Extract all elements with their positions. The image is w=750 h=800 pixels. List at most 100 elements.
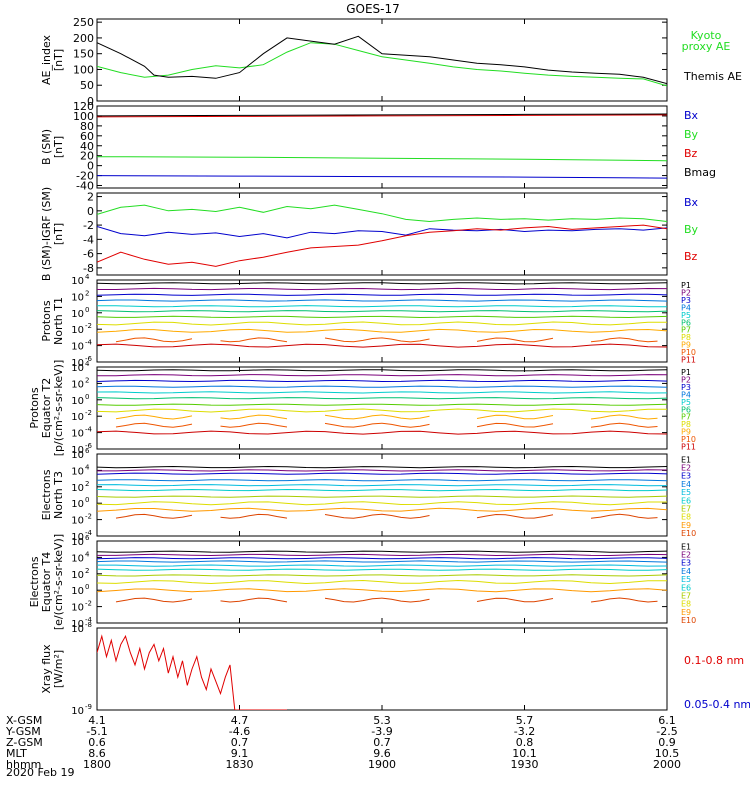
y-tick-label: 10 bbox=[71, 516, 84, 527]
channel-line-e3 bbox=[97, 472, 667, 475]
x-axis-value: -3.9 bbox=[371, 725, 392, 738]
legend-p10: P10 bbox=[681, 348, 696, 357]
channel-line-p11 bbox=[97, 343, 667, 348]
y-tick-label: 10 bbox=[71, 483, 84, 494]
channel-line-p4 bbox=[97, 385, 667, 388]
legend-p1: P1 bbox=[681, 281, 691, 290]
x-axis-value: 0.6 bbox=[88, 736, 106, 749]
channel-line-p9 bbox=[590, 414, 658, 420]
series-line-themis-ae bbox=[97, 35, 667, 85]
channel-line-p10 bbox=[115, 422, 193, 428]
legend-p7: P7 bbox=[681, 326, 691, 335]
y-tick-exponent: -4 bbox=[85, 616, 93, 624]
legend-p11: P11 bbox=[681, 443, 696, 452]
y-tick-label: 0 bbox=[87, 95, 94, 108]
y-tick-label: 250 bbox=[73, 16, 94, 29]
y-tick-label: 120 bbox=[73, 100, 94, 113]
channel-line-e7 bbox=[97, 495, 667, 498]
y-tick-label: 10 bbox=[71, 445, 84, 456]
channel-line-e10 bbox=[220, 597, 288, 603]
y-axis-label: North T3 bbox=[52, 471, 65, 519]
channel-line-e2 bbox=[97, 469, 667, 472]
channel-line-p9 bbox=[220, 414, 288, 420]
x-axis-value: 4.1 bbox=[88, 714, 106, 727]
series-line-by bbox=[97, 204, 667, 223]
panel-frame bbox=[96, 366, 668, 450]
y-tick-label: -6 bbox=[83, 248, 94, 261]
channel-line-e10 bbox=[324, 597, 430, 603]
x-axis-row-label: X-GSM bbox=[6, 714, 42, 727]
legend-p5: P5 bbox=[681, 398, 691, 407]
x-axis-value: 1900 bbox=[368, 758, 396, 771]
x-axis-value: 0.9 bbox=[658, 736, 676, 749]
channel-line-p6 bbox=[97, 310, 667, 313]
legend-entry: By bbox=[684, 223, 699, 236]
y-axis-label: Protons bbox=[40, 300, 53, 341]
legend-p4: P4 bbox=[681, 303, 691, 312]
channel-line-p1 bbox=[97, 282, 667, 285]
y-tick-label: 50 bbox=[80, 79, 94, 92]
legend-p7: P7 bbox=[681, 413, 691, 422]
series-line-bx bbox=[97, 226, 667, 239]
plot-area bbox=[97, 282, 667, 348]
y-tick-exponent: 4 bbox=[85, 463, 90, 471]
y-axis-label: Electrons bbox=[28, 556, 41, 607]
channel-line-e9 bbox=[97, 588, 667, 593]
channel-line-p10 bbox=[220, 422, 288, 428]
y-tick-label: 10 bbox=[71, 570, 84, 581]
y-tick-exponent: -9 bbox=[85, 703, 92, 711]
x-axis-value: 4.7 bbox=[231, 714, 249, 727]
y-tick-label: 10 bbox=[71, 363, 84, 374]
channel-line-e5 bbox=[97, 484, 667, 487]
legend-entry: Bz bbox=[684, 147, 698, 160]
y-tick-label: 10 bbox=[71, 325, 84, 336]
channel-line-e10 bbox=[115, 597, 193, 603]
y-tick-label: 10 bbox=[71, 358, 84, 369]
y-tick-exponent: 6 bbox=[85, 534, 90, 542]
channel-line-p9 bbox=[324, 414, 430, 420]
legend-e4: E4 bbox=[681, 567, 691, 576]
y-tick-exponent: -2 bbox=[85, 322, 92, 330]
legend-p2: P2 bbox=[681, 375, 691, 384]
legend-entry: Bx bbox=[684, 196, 699, 209]
legend-e8: E8 bbox=[681, 513, 691, 522]
x-axis-value: 0.7 bbox=[231, 736, 249, 749]
y-tick-label: 80 bbox=[80, 120, 94, 133]
series-line-bmag bbox=[97, 113, 667, 117]
legend-entry: Bz bbox=[684, 250, 698, 263]
y-tick-label: 10 bbox=[71, 276, 84, 287]
channel-line-p9 bbox=[476, 414, 554, 420]
legend-e3: E3 bbox=[681, 472, 691, 481]
legend-p2: P2 bbox=[681, 288, 691, 297]
y-tick-label: 10 bbox=[71, 553, 84, 564]
y-tick-exponent: -2 bbox=[85, 409, 92, 417]
legend-e10: E10 bbox=[681, 529, 696, 538]
channel-line-e3 bbox=[97, 557, 667, 560]
y-tick-exponent: 6 bbox=[85, 447, 90, 455]
date-label: 2020 Feb 19 bbox=[6, 766, 74, 779]
channel-line-e8 bbox=[97, 501, 667, 506]
y-tick-label: 10 bbox=[71, 619, 84, 630]
y-tick-exponent: -8 bbox=[85, 621, 92, 629]
legend-p3: P3 bbox=[681, 383, 691, 392]
plot-area bbox=[97, 204, 667, 267]
channel-line-p5 bbox=[97, 391, 667, 394]
y-tick-label: -2 bbox=[83, 219, 94, 232]
y-tick-exponent: -6 bbox=[85, 355, 93, 363]
series-line-0.1-0.8-nm bbox=[97, 634, 287, 710]
series-line-bz bbox=[97, 224, 667, 267]
y-tick-label: 10 bbox=[71, 624, 84, 635]
channel-line-p7 bbox=[97, 403, 667, 406]
y-tick-label: 10 bbox=[71, 706, 84, 717]
y-tick-exponent: 0 bbox=[85, 393, 89, 401]
channel-line-p10 bbox=[220, 337, 288, 343]
y-axis-label: Xray flux bbox=[40, 644, 53, 694]
legend-entry: Bx bbox=[684, 109, 699, 122]
legend-e4: E4 bbox=[681, 480, 691, 489]
legend-p3: P3 bbox=[681, 296, 691, 305]
